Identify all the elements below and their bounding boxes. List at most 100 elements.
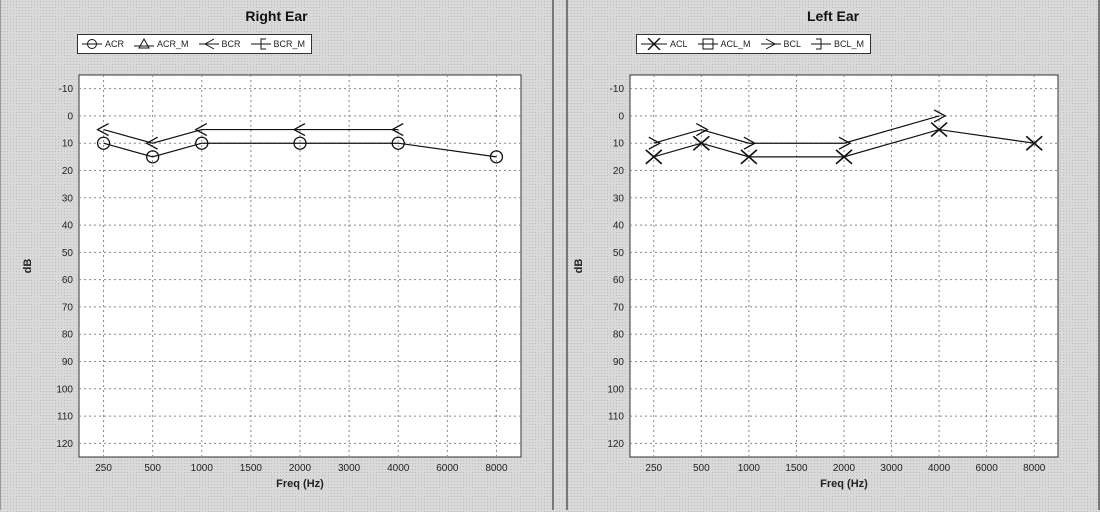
y-tick-label: 80 xyxy=(62,330,74,341)
y-tick-label: 100 xyxy=(607,384,624,395)
x-tick-label: 1000 xyxy=(738,463,761,474)
arrow-right-marker xyxy=(838,136,852,150)
series-line xyxy=(653,128,1035,158)
x-tick-label: 1500 xyxy=(240,463,263,474)
y-tick-label: 0 xyxy=(67,111,73,122)
arrow-right-marker xyxy=(933,109,947,123)
y-tick-label: 70 xyxy=(62,302,74,313)
y-tick-label: 70 xyxy=(613,302,625,313)
legend-item-bcl: BCL xyxy=(760,38,802,50)
x-tick-label: 500 xyxy=(144,463,161,474)
arrow-left-marker-icon xyxy=(198,38,219,50)
y-tick-label: 60 xyxy=(613,275,625,286)
x-tick-label: 6000 xyxy=(976,463,999,474)
bracket-right-marker-icon xyxy=(811,38,832,50)
series-acl xyxy=(645,121,1043,165)
legend: ACR ACR_M BCR BCR_M xyxy=(77,34,313,54)
y-tick-label: 40 xyxy=(613,221,625,232)
x-tick-label: 4000 xyxy=(387,463,410,474)
arrow-left-marker xyxy=(145,136,158,150)
arrow-right-marker xyxy=(743,136,757,150)
x-tick-label: 500 xyxy=(693,463,710,474)
legend-label: ACR_M xyxy=(157,39,189,49)
x-tick-label: 1500 xyxy=(785,463,808,474)
y-tick-label: 90 xyxy=(613,357,625,368)
legend-item-acl-m: ACL_M xyxy=(697,38,751,50)
x-axis-label: Freq (Hz) xyxy=(276,478,324,490)
series-line xyxy=(103,128,399,144)
square-marker-icon xyxy=(697,38,718,50)
left-ear-chart: -10 0 10 20 30 40 50 60 70 80 90 100 110 120 250 500 100… xyxy=(573,74,1059,490)
y-axis-label: dB xyxy=(22,259,34,274)
legend-label: BCL_M xyxy=(834,39,865,49)
y-tick-label: 30 xyxy=(613,193,625,204)
y-tick-label: 90 xyxy=(62,357,74,368)
circle-marker xyxy=(293,136,307,150)
legend-item-bcl-m: BCL_M xyxy=(811,38,864,50)
x-tick-label: 250 xyxy=(95,463,112,474)
circle-marker xyxy=(195,136,209,150)
y-tick-label: 120 xyxy=(607,439,624,450)
x-marker xyxy=(930,121,948,138)
x-tick-label: 3000 xyxy=(880,463,903,474)
y-axis-label: dB xyxy=(573,259,585,274)
triangle-marker-icon xyxy=(134,38,155,49)
circle-marker xyxy=(96,136,111,150)
arrow-right-marker xyxy=(696,123,709,137)
x-tick-label: 8000 xyxy=(485,463,508,474)
y-tick-label: 120 xyxy=(56,439,73,450)
legend-label: ACL xyxy=(670,39,688,49)
arrow-left-marker xyxy=(194,123,208,137)
circle-marker xyxy=(146,150,160,164)
x-axis-label: Freq (Hz) xyxy=(820,478,868,490)
x-marker xyxy=(645,149,663,165)
chart-title: Right Ear xyxy=(245,8,308,24)
y-tick-label: 10 xyxy=(613,139,625,150)
arrow-right-marker xyxy=(648,136,662,150)
x-tick-label: 4000 xyxy=(928,463,951,474)
x-tick-label: 250 xyxy=(645,463,662,474)
series-line xyxy=(103,142,497,158)
arrow-left-marker xyxy=(96,123,109,137)
y-tick-label: -10 xyxy=(610,84,625,95)
legend-item-acr: ACR xyxy=(82,38,124,50)
y-tick-label: 20 xyxy=(613,166,625,177)
y-tick-label: 30 xyxy=(62,193,74,204)
chart-title: Left Ear xyxy=(806,8,860,24)
right-ear-panel: Right Ear ACR ACR_M BCR BCR_M -10 0 10 20 30… xyxy=(0,0,554,510)
arrow-left-marker xyxy=(292,123,306,137)
x-marker xyxy=(692,135,710,151)
right-ear-chart: -10 0 10 20 30 40 50 60 70 80 90 100 110 120 250 500 100… xyxy=(22,74,522,490)
legend-label: BCR xyxy=(221,39,241,49)
legend-item-acr-m: ACR_M xyxy=(134,38,189,50)
circle-marker-icon xyxy=(82,39,102,49)
left-ear-panel: Left Ear ACL ACL_M BCL BCL_M -10 0 10 20 30 4… xyxy=(566,0,1100,510)
x-tick-label: 8000 xyxy=(1023,463,1046,474)
arrow-right-marker-icon xyxy=(760,38,781,50)
y-tick-label: 10 xyxy=(62,139,74,150)
x-marker-icon xyxy=(641,38,667,50)
y-tick-label: 0 xyxy=(618,111,624,122)
y-tick-label: 100 xyxy=(56,384,73,395)
legend-label: BCL xyxy=(783,39,802,49)
circle-marker xyxy=(489,150,504,164)
y-tick-label: 110 xyxy=(608,412,624,423)
legend-label: BCR_M xyxy=(273,39,306,49)
y-tick-label: 40 xyxy=(62,221,74,232)
legend-label: ACR xyxy=(105,39,125,49)
series-acr xyxy=(96,136,504,164)
x-tick-label: 1000 xyxy=(191,463,214,474)
x-marker xyxy=(835,149,853,165)
arrow-left-marker xyxy=(390,123,404,137)
series-line xyxy=(653,115,940,144)
y-tick-label: 50 xyxy=(62,248,74,259)
y-tick-label: 60 xyxy=(62,275,74,286)
legend-item-bcr: BCR xyxy=(198,38,241,50)
x-marker xyxy=(740,149,758,165)
x-marker xyxy=(1025,135,1043,151)
legend-item-bcr-m: BCR_M xyxy=(250,38,306,50)
bracket-left-marker-icon xyxy=(250,38,271,50)
legend-label: ACL_M xyxy=(720,39,751,49)
y-tick-label: 110 xyxy=(57,412,73,423)
legend-item-acl: ACL xyxy=(641,38,688,50)
